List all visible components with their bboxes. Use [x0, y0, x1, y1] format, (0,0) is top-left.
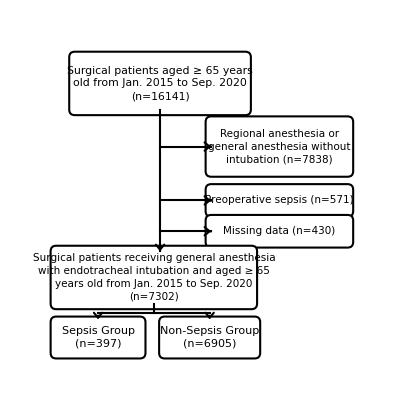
FancyBboxPatch shape	[51, 246, 257, 309]
FancyBboxPatch shape	[206, 184, 353, 217]
FancyBboxPatch shape	[206, 116, 353, 177]
Text: Surgical patients aged ≥ 65 years
old from Jan. 2015 to Sep. 2020
(n=16141): Surgical patients aged ≥ 65 years old fr…	[67, 66, 253, 101]
Text: Surgical patients receiving general anesthesia
with endotracheal intubation and : Surgical patients receiving general anes…	[32, 253, 275, 302]
FancyBboxPatch shape	[51, 316, 146, 358]
Text: Preoperative sepsis (n=571): Preoperative sepsis (n=571)	[205, 196, 354, 206]
FancyBboxPatch shape	[159, 316, 260, 358]
FancyBboxPatch shape	[69, 52, 251, 115]
Text: Sepsis Group
(n=397): Sepsis Group (n=397)	[62, 326, 134, 349]
Text: Missing data (n=430): Missing data (n=430)	[223, 226, 336, 236]
Text: Regional anesthesia or
general anesthesia without
intubation (n=7838): Regional anesthesia or general anesthesi…	[208, 129, 351, 164]
FancyBboxPatch shape	[206, 215, 353, 248]
Text: Non-Sepsis Group
(n=6905): Non-Sepsis Group (n=6905)	[160, 326, 259, 349]
